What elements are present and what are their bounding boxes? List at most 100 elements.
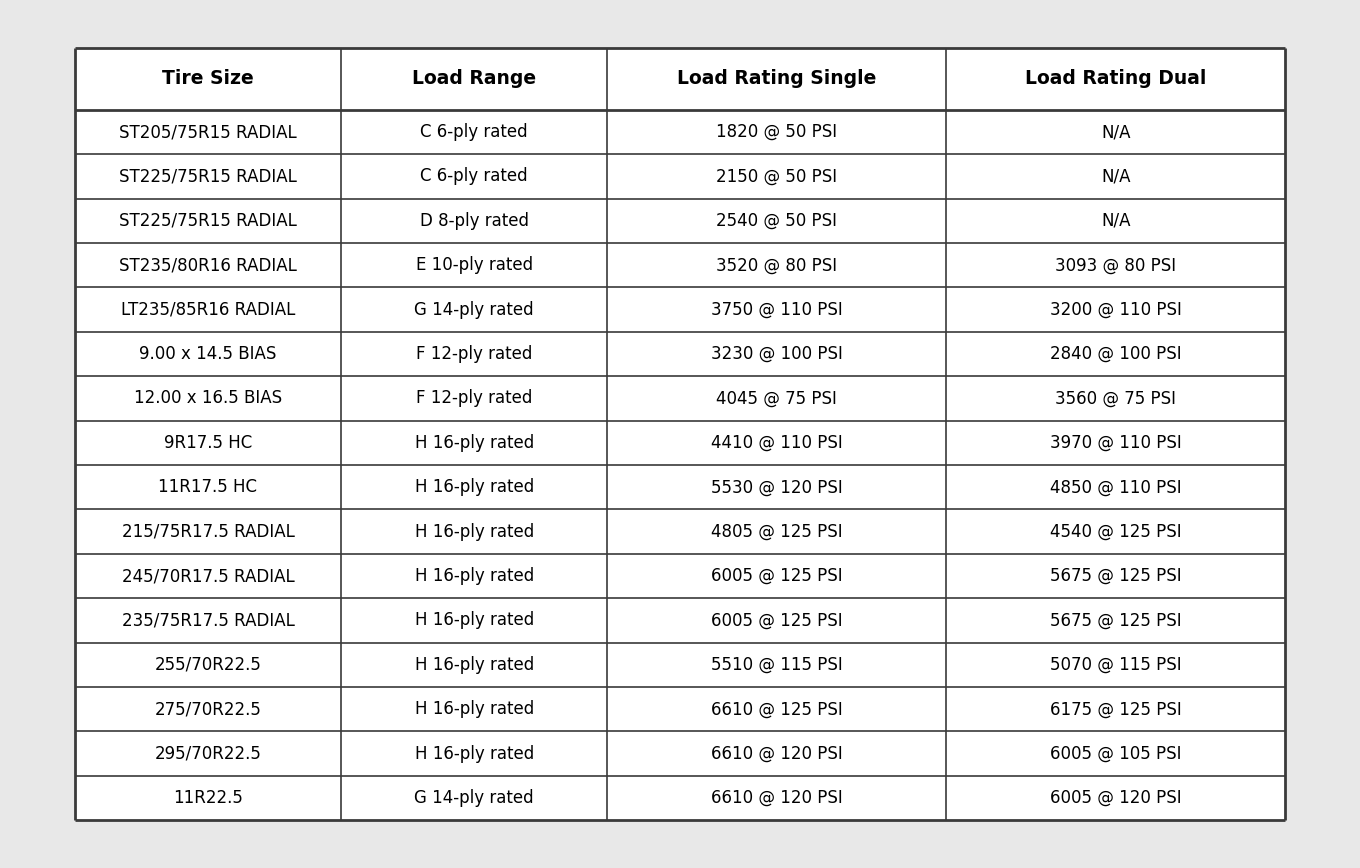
Text: 4045 @ 75 PSI: 4045 @ 75 PSI bbox=[717, 390, 838, 407]
Bar bbox=[608, 377, 947, 421]
Bar bbox=[341, 465, 608, 510]
Text: 11R17.5 HC: 11R17.5 HC bbox=[159, 478, 257, 496]
Text: 4410 @ 110 PSI: 4410 @ 110 PSI bbox=[711, 434, 843, 452]
Text: 3200 @ 110 PSI: 3200 @ 110 PSI bbox=[1050, 300, 1182, 319]
Text: H 16-ply rated: H 16-ply rated bbox=[415, 478, 534, 496]
Text: 3560 @ 75 PSI: 3560 @ 75 PSI bbox=[1055, 390, 1176, 407]
Bar bbox=[608, 776, 947, 820]
Bar bbox=[341, 554, 608, 598]
Bar bbox=[75, 554, 341, 598]
Bar bbox=[75, 332, 341, 377]
Bar bbox=[947, 687, 1285, 732]
Text: N/A: N/A bbox=[1102, 168, 1130, 186]
Text: D 8-ply rated: D 8-ply rated bbox=[420, 212, 529, 230]
Bar bbox=[947, 48, 1285, 110]
Bar bbox=[75, 510, 341, 554]
Text: N/A: N/A bbox=[1102, 123, 1130, 141]
Text: E 10-ply rated: E 10-ply rated bbox=[416, 256, 533, 274]
Bar bbox=[947, 199, 1285, 243]
Bar bbox=[947, 421, 1285, 465]
Bar bbox=[947, 243, 1285, 287]
Text: 6610 @ 120 PSI: 6610 @ 120 PSI bbox=[711, 789, 843, 807]
Text: Tire Size: Tire Size bbox=[162, 69, 254, 89]
Text: 4850 @ 110 PSI: 4850 @ 110 PSI bbox=[1050, 478, 1182, 496]
Text: C 6-ply rated: C 6-ply rated bbox=[420, 123, 528, 141]
Text: 12.00 x 16.5 BIAS: 12.00 x 16.5 BIAS bbox=[133, 390, 282, 407]
Bar bbox=[75, 642, 341, 687]
Text: H 16-ply rated: H 16-ply rated bbox=[415, 523, 534, 541]
Text: 3520 @ 80 PSI: 3520 @ 80 PSI bbox=[717, 256, 838, 274]
Bar bbox=[75, 687, 341, 732]
Bar bbox=[75, 776, 341, 820]
Text: Load Rating Single: Load Rating Single bbox=[677, 69, 876, 89]
Text: H 16-ply rated: H 16-ply rated bbox=[415, 611, 534, 629]
Text: 295/70R22.5: 295/70R22.5 bbox=[155, 745, 261, 763]
Text: 6005 @ 105 PSI: 6005 @ 105 PSI bbox=[1050, 745, 1182, 763]
Bar bbox=[608, 465, 947, 510]
Bar bbox=[341, 243, 608, 287]
Bar bbox=[75, 598, 341, 642]
Text: 5675 @ 125 PSI: 5675 @ 125 PSI bbox=[1050, 567, 1182, 585]
Text: F 12-ply rated: F 12-ply rated bbox=[416, 390, 532, 407]
Bar bbox=[608, 199, 947, 243]
Bar bbox=[75, 465, 341, 510]
Text: H 16-ply rated: H 16-ply rated bbox=[415, 700, 534, 718]
Bar bbox=[947, 110, 1285, 155]
Bar bbox=[608, 287, 947, 332]
Text: LT235/85R16 RADIAL: LT235/85R16 RADIAL bbox=[121, 300, 295, 319]
Text: F 12-ply rated: F 12-ply rated bbox=[416, 345, 532, 363]
Text: H 16-ply rated: H 16-ply rated bbox=[415, 434, 534, 452]
Text: 5510 @ 115 PSI: 5510 @ 115 PSI bbox=[711, 656, 843, 674]
Bar bbox=[608, 732, 947, 776]
Bar bbox=[341, 377, 608, 421]
Bar bbox=[947, 287, 1285, 332]
Bar bbox=[947, 155, 1285, 199]
Text: 3230 @ 100 PSI: 3230 @ 100 PSI bbox=[711, 345, 843, 363]
Text: 5070 @ 115 PSI: 5070 @ 115 PSI bbox=[1050, 656, 1182, 674]
Bar bbox=[947, 642, 1285, 687]
Bar bbox=[608, 155, 947, 199]
Bar bbox=[341, 732, 608, 776]
Text: 245/70R17.5 RADIAL: 245/70R17.5 RADIAL bbox=[121, 567, 294, 585]
Text: 235/75R17.5 RADIAL: 235/75R17.5 RADIAL bbox=[121, 611, 294, 629]
Text: 6005 @ 125 PSI: 6005 @ 125 PSI bbox=[711, 567, 843, 585]
Bar bbox=[608, 332, 947, 377]
Text: 9R17.5 HC: 9R17.5 HC bbox=[163, 434, 252, 452]
Text: 6175 @ 125 PSI: 6175 @ 125 PSI bbox=[1050, 700, 1182, 718]
Bar bbox=[75, 287, 341, 332]
Bar bbox=[947, 465, 1285, 510]
Bar bbox=[75, 155, 341, 199]
Text: 6610 @ 125 PSI: 6610 @ 125 PSI bbox=[711, 700, 843, 718]
Text: 2840 @ 100 PSI: 2840 @ 100 PSI bbox=[1050, 345, 1182, 363]
Text: Load Rating Dual: Load Rating Dual bbox=[1025, 69, 1206, 89]
Text: 215/75R17.5 RADIAL: 215/75R17.5 RADIAL bbox=[121, 523, 294, 541]
Bar bbox=[75, 377, 341, 421]
Text: Load Range: Load Range bbox=[412, 69, 536, 89]
Text: C 6-ply rated: C 6-ply rated bbox=[420, 168, 528, 186]
Text: ST225/75R15 RADIAL: ST225/75R15 RADIAL bbox=[120, 212, 296, 230]
Text: 5675 @ 125 PSI: 5675 @ 125 PSI bbox=[1050, 611, 1182, 629]
Bar bbox=[75, 243, 341, 287]
Text: ST205/75R15 RADIAL: ST205/75R15 RADIAL bbox=[120, 123, 296, 141]
Text: 4540 @ 125 PSI: 4540 @ 125 PSI bbox=[1050, 523, 1182, 541]
Bar bbox=[75, 110, 341, 155]
Bar bbox=[947, 776, 1285, 820]
Text: H 16-ply rated: H 16-ply rated bbox=[415, 745, 534, 763]
Text: 1820 @ 50 PSI: 1820 @ 50 PSI bbox=[717, 123, 838, 141]
Bar bbox=[608, 687, 947, 732]
Bar bbox=[341, 287, 608, 332]
Text: ST225/75R15 RADIAL: ST225/75R15 RADIAL bbox=[120, 168, 296, 186]
Bar bbox=[341, 110, 608, 155]
Text: 11R22.5: 11R22.5 bbox=[173, 789, 243, 807]
Bar bbox=[75, 199, 341, 243]
Text: 3093 @ 80 PSI: 3093 @ 80 PSI bbox=[1055, 256, 1176, 274]
Bar bbox=[947, 598, 1285, 642]
Text: N/A: N/A bbox=[1102, 212, 1130, 230]
Bar bbox=[947, 732, 1285, 776]
Text: 6005 @ 120 PSI: 6005 @ 120 PSI bbox=[1050, 789, 1182, 807]
Text: H 16-ply rated: H 16-ply rated bbox=[415, 656, 534, 674]
Bar bbox=[341, 687, 608, 732]
Bar bbox=[341, 155, 608, 199]
Bar bbox=[341, 199, 608, 243]
Bar bbox=[341, 510, 608, 554]
